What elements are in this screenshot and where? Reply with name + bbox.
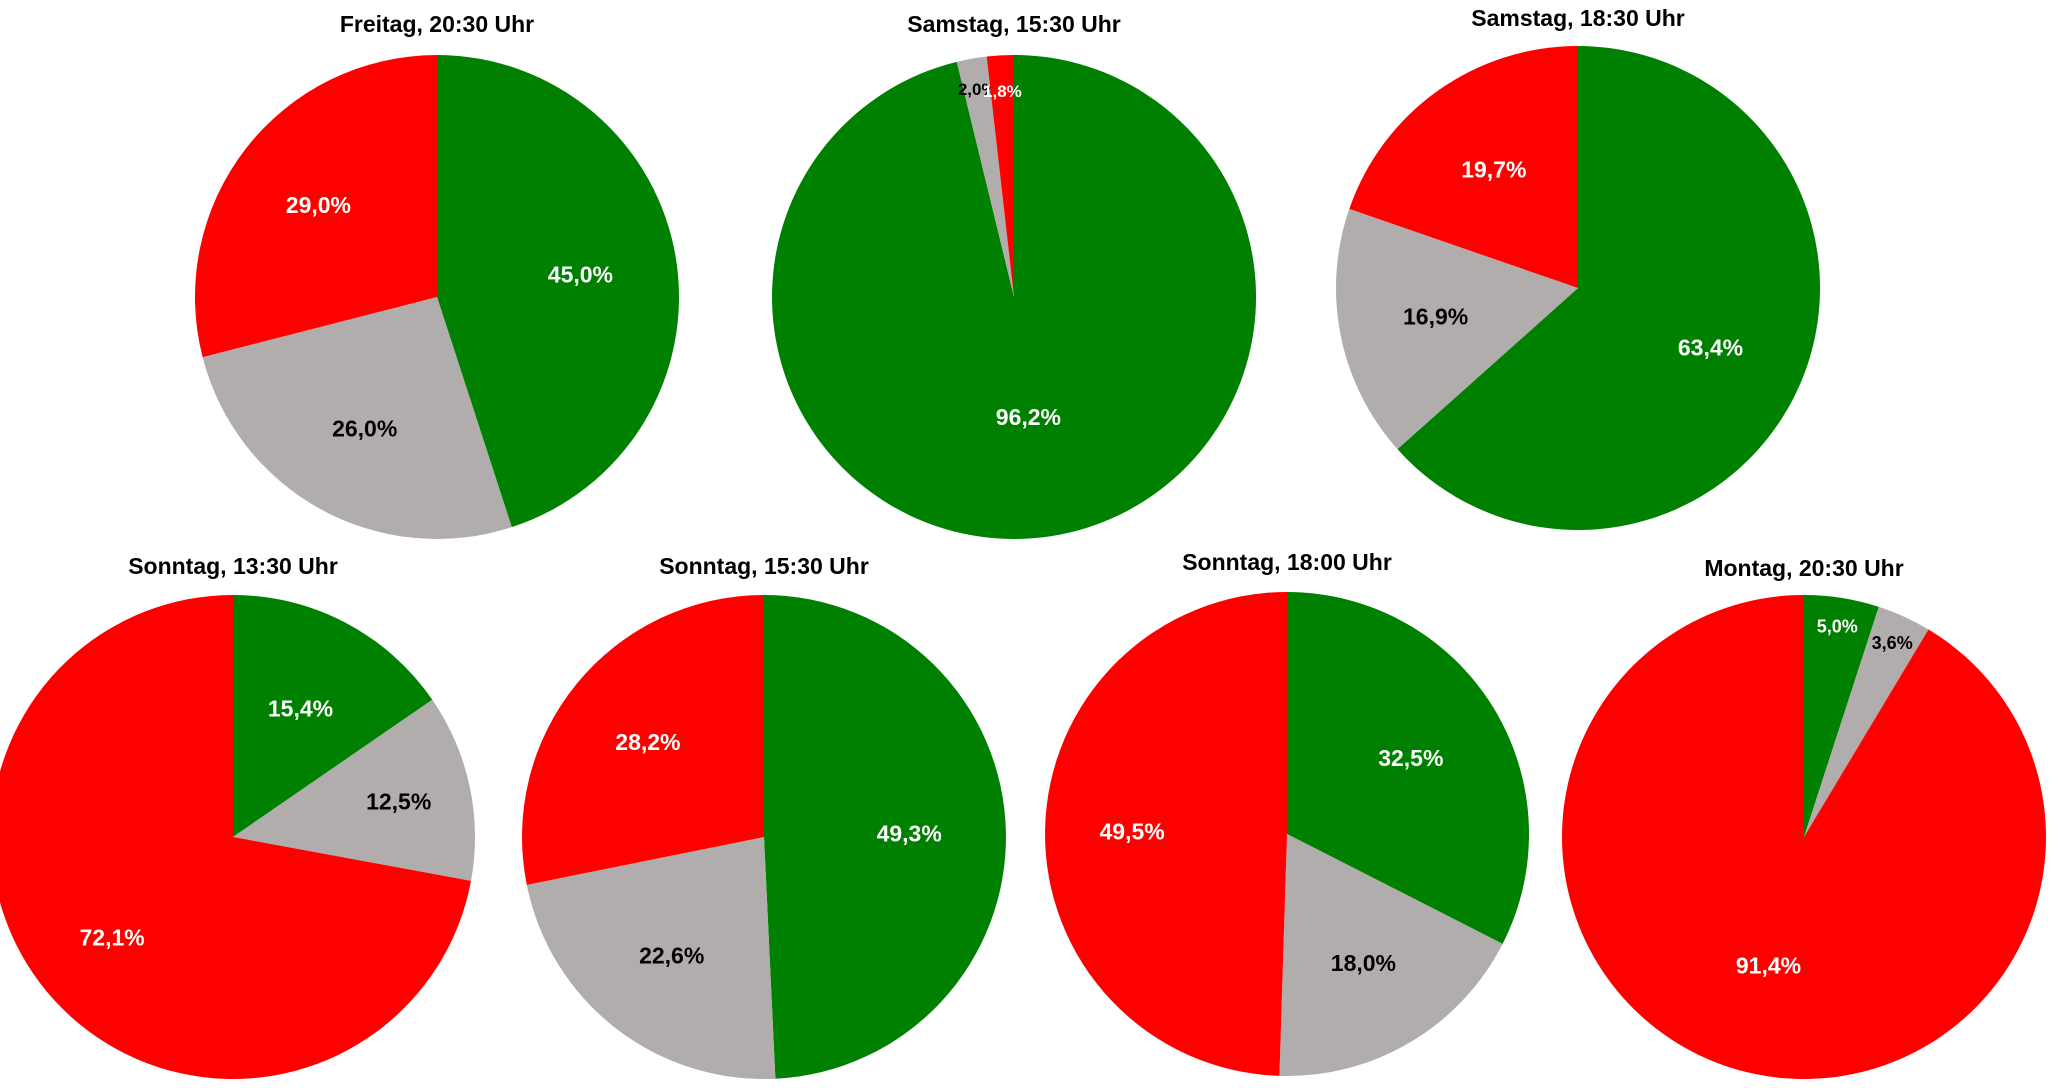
pie-slice-grey	[202, 297, 512, 540]
pie-chart-montag-2030: Montag, 20:30 Uhr 5,0% 3,6% 91,4%	[1561, 555, 2046, 1079]
pie-chart-sonntag-1800: Sonntag, 18:00 Uhr 32,5% 18,0% 49,5%	[1045, 549, 1529, 1076]
pie-slice-green	[764, 595, 1006, 1079]
pie-chart-freitag-2030: Freitag, 20:30 Uhr 45,0% 26,0% 29,0%	[194, 11, 680, 540]
pie-chart-samstag-1830: Samstag, 18:30 Uhr 63,4% 16,9% 19,7%	[1335, 5, 1821, 530]
slice-label-32-5: 32,5%	[1378, 745, 1443, 771]
slice-label-12-5: 12,5%	[366, 789, 431, 815]
chart-title: Samstag, 15:30 Uhr	[907, 11, 1121, 37]
pie-slices: 5,0% 3,6% 91,4%	[1561, 594, 2046, 1079]
pie-slice-red	[986, 55, 1014, 297]
pie-slice-red	[0, 595, 471, 1079]
pie-slices: 63,4% 16,9% 19,7%	[1335, 46, 1821, 530]
pie-slice-red	[194, 55, 437, 358]
chart-title: Samstag, 18:30 Uhr	[1471, 5, 1685, 31]
pie-slices: 45,0% 26,0% 29,0%	[194, 55, 680, 540]
slice-label-91-4: 91,4%	[1736, 952, 1801, 978]
pie-slice-green	[437, 55, 680, 528]
pie-slices: 49,3% 22,6% 28,2%	[522, 595, 1006, 1079]
pie-slice-green	[772, 55, 1257, 539]
slice-label-22-6: 22,6%	[639, 942, 704, 968]
pie-slice-green	[1397, 46, 1821, 530]
chart-title: Sonntag, 15:30 Uhr	[659, 553, 869, 579]
pie-slice-green	[1287, 592, 1529, 944]
chart-title: Montag, 20:30 Uhr	[1704, 555, 1903, 581]
slice-label-96-2: 96,2%	[996, 404, 1061, 430]
slice-label-19-7: 19,7%	[1461, 157, 1526, 183]
pie-slices: 15,4% 12,5% 72,1%	[0, 595, 475, 1079]
chart-title: Freitag, 20:30 Uhr	[340, 11, 534, 37]
slice-label-16-9: 16,9%	[1403, 304, 1468, 330]
slice-label-45-0: 45,0%	[548, 261, 613, 287]
slice-label-1-8: 1,8%	[983, 82, 1022, 101]
pie-slice-green	[1804, 595, 1879, 837]
pie-slice-grey	[1279, 834, 1503, 1076]
slice-label-18-0: 18,0%	[1331, 950, 1396, 976]
pie-slice-red	[1561, 594, 2046, 1079]
slice-label-29-0: 29,0%	[286, 192, 351, 218]
pie-slices: 96,2% 2,0%1,8%	[772, 55, 1257, 539]
pie-slice-red	[522, 595, 764, 885]
pie-chart-sonntag-1330: Sonntag, 13:30 Uhr 15,4% 12,5% 72,1%	[0, 553, 475, 1079]
chart-title: Sonntag, 18:00 Uhr	[1182, 549, 1392, 575]
slice-label-72-1: 72,1%	[79, 925, 144, 951]
pie-slice-grey	[1804, 606, 1929, 837]
slice-label-26-0: 26,0%	[332, 416, 397, 442]
pie-chart-samstag-1530: Samstag, 15:30 Uhr 96,2% 2,0%1,8%	[772, 11, 1257, 539]
pie-slice-red	[1349, 46, 1578, 288]
pie-slice-grey	[956, 56, 1014, 297]
slice-label-3-6: 3,6%	[1872, 633, 1913, 653]
pie-slices: 32,5% 18,0% 49,5%	[1045, 592, 1529, 1076]
slice-label-49-5: 49,5%	[1099, 819, 1164, 845]
pie-chart-sonntag-1530: Sonntag, 15:30 Uhr 49,3% 22,6% 28,2%	[522, 553, 1006, 1079]
pie-slice-red	[1045, 592, 1287, 1076]
slice-label-63-4: 63,4%	[1678, 334, 1743, 360]
slice-label-5-0: 5,0%	[1817, 617, 1858, 637]
slice-label-15-4: 15,4%	[268, 696, 333, 722]
slice-label-49-3: 49,3%	[877, 821, 942, 847]
chart-title: Sonntag, 13:30 Uhr	[128, 553, 338, 579]
slice-label-2-0: 2,0%	[958, 80, 997, 99]
slice-label-28-2: 28,2%	[615, 729, 680, 755]
pie-slice-grey	[526, 837, 776, 1079]
pie-slice-grey	[1335, 208, 1578, 450]
pie-slice-green	[233, 595, 433, 837]
pie-slice-grey	[233, 699, 475, 881]
